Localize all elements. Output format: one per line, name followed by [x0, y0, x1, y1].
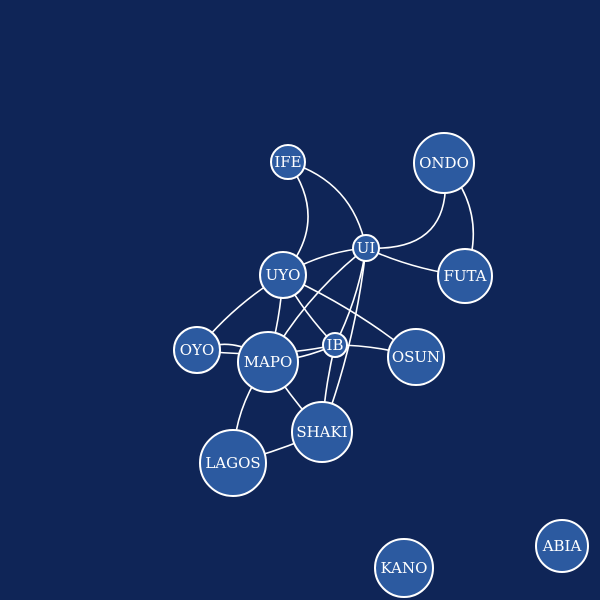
node-label-abia: ABIA	[542, 537, 582, 555]
node-label-shaki: SHAKI	[296, 423, 347, 441]
node-circle-mapo[interactable]	[237, 331, 299, 393]
nodes-layer: IFE ONDO UI UYO FUTA OYO MAPO IB OSUN SHAKI LAGOS K…	[173, 132, 589, 598]
node-label-futa: FUTA	[443, 267, 486, 285]
node-ife[interactable]: IFE	[270, 144, 306, 180]
node-circle-uyo[interactable]	[259, 251, 307, 299]
node-label-ondo: ONDO	[419, 154, 469, 172]
node-circle-futa[interactable]	[437, 248, 493, 304]
node-circle-shaki[interactable]	[291, 401, 353, 463]
node-circle-kano[interactable]	[374, 538, 434, 598]
node-ib[interactable]: IB	[322, 332, 348, 358]
node-abia[interactable]: ABIA	[535, 519, 589, 573]
node-oyo[interactable]: OYO	[173, 326, 221, 374]
node-circle-ui[interactable]	[352, 234, 380, 262]
node-label-ife: IFE	[274, 153, 301, 171]
node-uyo[interactable]: UYO	[259, 251, 307, 299]
node-circle-oyo[interactable]	[173, 326, 221, 374]
node-mapo[interactable]: MAPO	[237, 331, 299, 393]
node-label-ib: IB	[327, 336, 344, 354]
node-circle-ife[interactable]	[270, 144, 306, 180]
node-circle-osun[interactable]	[387, 328, 445, 386]
node-label-ui: UI	[357, 239, 376, 257]
node-label-uyo: UYO	[266, 266, 301, 284]
node-ui[interactable]: UI	[352, 234, 380, 262]
node-lagos[interactable]: LAGOS	[199, 429, 267, 497]
node-label-osun: OSUN	[392, 348, 440, 366]
node-circle-ib[interactable]	[322, 332, 348, 358]
node-ondo[interactable]: ONDO	[413, 132, 475, 194]
node-kano[interactable]: KANO	[374, 538, 434, 598]
node-circle-ondo[interactable]	[413, 132, 475, 194]
node-osun[interactable]: OSUN	[387, 328, 445, 386]
node-label-lagos: LAGOS	[205, 454, 260, 472]
node-label-oyo: OYO	[180, 341, 215, 359]
node-circle-abia[interactable]	[535, 519, 589, 573]
node-circle-lagos[interactable]	[199, 429, 267, 497]
node-label-mapo: MAPO	[244, 353, 293, 371]
node-futa[interactable]: FUTA	[437, 248, 493, 304]
node-shaki[interactable]: SHAKI	[291, 401, 353, 463]
node-label-kano: KANO	[381, 559, 428, 577]
